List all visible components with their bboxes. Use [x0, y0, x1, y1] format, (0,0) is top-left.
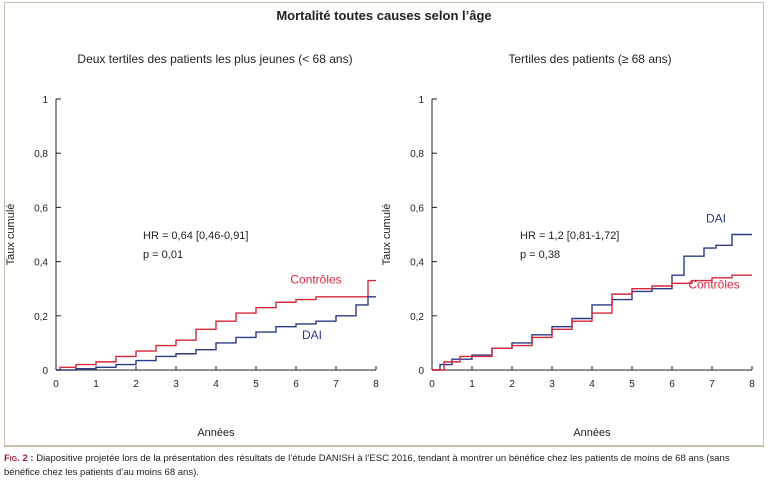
series-label-dai: DAI	[302, 328, 322, 342]
series-label-dai: DAI	[706, 211, 726, 225]
x-tick-label: 0	[429, 379, 435, 390]
y-tick-label: 0	[418, 366, 424, 377]
series-label-controles: Contrôles	[688, 278, 739, 292]
y-axis-label: Taux cumulé	[381, 204, 393, 266]
chart-panel-0: 0 0,2 0,4 0,6 0,8 1 0 1 2 3 4 5 6 7 8 Années Taux cumulé…	[5, 95, 379, 439]
series-line-controles	[432, 274, 752, 371]
y-axis-label: Taux cumulé	[5, 204, 17, 266]
x-tick-label: 8	[373, 379, 379, 390]
chart-panel-1: 0 0,2 0,4 0,6 0,8 1 0 1 2 3 4 5 6 7 8 Années Taux cumulé…	[381, 95, 755, 439]
y-tick-label: 1	[42, 95, 48, 106]
y-tick-label: 0,4	[410, 258, 424, 269]
series-label-controles: Contrôles	[290, 272, 341, 286]
x-tick-label: 3	[173, 379, 179, 390]
x-tick-label: 1	[469, 379, 475, 390]
x-axis-label: Années	[197, 427, 235, 439]
x-tick-label: 2	[509, 379, 515, 390]
charts-svg: 0 0,2 0,4 0,6 0,8 1 0 1 2 3 4 5 6 7 8 Années Taux cumulé…	[5, 95, 755, 439]
x-tick-label: 0	[53, 379, 59, 390]
x-tick-label: 8	[749, 379, 755, 390]
x-tick-label: 6	[669, 379, 675, 390]
x-tick-label: 6	[293, 379, 299, 390]
caption-rule	[4, 446, 764, 447]
caption-label: Fig. 2 :	[4, 453, 34, 464]
x-tick-label: 7	[333, 379, 339, 390]
x-tick-label: 4	[589, 379, 595, 390]
x-tick-label: 5	[253, 379, 259, 390]
y-tick-label: 0	[42, 366, 48, 377]
x-tick-label: 2	[133, 379, 139, 390]
x-axis-label: Années	[573, 427, 611, 439]
p-annotation: p = 0,01	[143, 249, 183, 261]
y-tick-label: 0,2	[410, 312, 424, 323]
hr-annotation: HR = 0,64 [0,46-0,91]	[143, 230, 248, 242]
series-line-controles	[56, 279, 376, 371]
slide-frame	[4, 2, 764, 446]
x-tick-label: 7	[709, 379, 715, 390]
p-annotation: p = 0,38	[520, 249, 560, 261]
y-tick-label: 0,8	[410, 149, 424, 160]
series-line-dai	[56, 296, 376, 371]
hr-annotation: HR = 1,2 [0,81-1,72]	[520, 230, 619, 242]
y-tick-label: 0,6	[34, 203, 48, 214]
caption-text: Diapositive projetée lors de la présenta…	[4, 453, 730, 478]
y-tick-label: 0,4	[34, 258, 48, 269]
y-tick-label: 0,8	[34, 149, 48, 160]
figure-caption: Fig. 2 : Diapositive projetée lors de la…	[4, 452, 762, 480]
main-title: Mortalité toutes causes selon l’âge	[276, 8, 492, 23]
x-tick-label: 1	[93, 379, 99, 390]
x-tick-label: 5	[629, 379, 635, 390]
panel-title-right: Tertiles des patients (≥ 68 ans)	[508, 52, 672, 66]
x-tick-label: 3	[549, 379, 555, 390]
x-tick-label: 4	[213, 379, 219, 390]
y-tick-label: 0,2	[34, 312, 48, 323]
series-line-dai	[432, 233, 752, 371]
panel-title-left: Deux tertiles des patients les plus jeun…	[77, 52, 353, 66]
y-tick-label: 1	[418, 95, 424, 106]
y-tick-label: 0,6	[410, 203, 424, 214]
